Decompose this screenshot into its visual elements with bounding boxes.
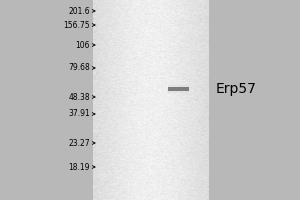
Bar bbox=[168, 89, 189, 90]
Text: 23.27: 23.27 bbox=[68, 138, 90, 148]
Bar bbox=[168, 90, 189, 91]
Bar bbox=[168, 86, 189, 87]
Bar bbox=[168, 87, 189, 91]
Text: 201.6: 201.6 bbox=[68, 6, 90, 16]
Text: 48.38: 48.38 bbox=[68, 92, 90, 102]
Bar bbox=[168, 90, 189, 91]
Bar bbox=[168, 93, 189, 94]
Text: Erp57: Erp57 bbox=[216, 82, 257, 96]
Bar bbox=[168, 87, 189, 88]
Bar bbox=[168, 92, 189, 93]
Bar bbox=[168, 84, 189, 85]
Text: 106: 106 bbox=[76, 40, 90, 49]
Bar bbox=[168, 85, 189, 86]
Text: 156.75: 156.75 bbox=[63, 21, 90, 29]
Bar bbox=[168, 84, 189, 85]
Bar bbox=[168, 92, 189, 93]
Bar bbox=[168, 91, 189, 92]
Bar bbox=[168, 88, 189, 89]
Text: 18.19: 18.19 bbox=[68, 162, 90, 171]
Bar bbox=[168, 93, 189, 94]
Bar bbox=[168, 94, 189, 95]
Bar bbox=[168, 87, 189, 88]
Text: 37.91: 37.91 bbox=[68, 110, 90, 118]
Bar bbox=[168, 85, 189, 86]
Text: 79.68: 79.68 bbox=[68, 64, 90, 72]
